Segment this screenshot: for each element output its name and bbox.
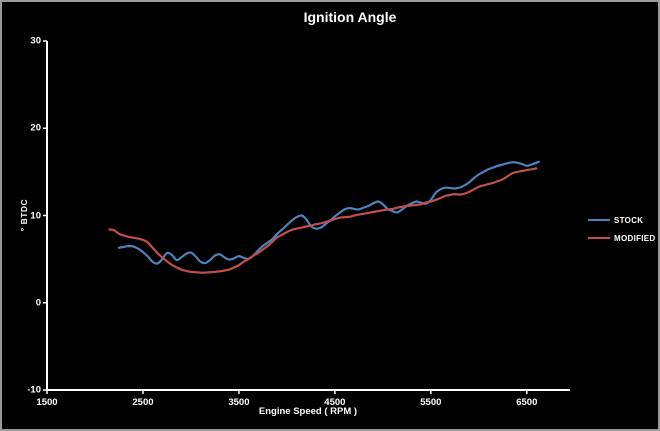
legend-item-modified: MODIFIED: [588, 229, 656, 247]
x-axis-title: Engine Speed ( RPM ): [258, 406, 358, 417]
x-tick-label: 4500: [324, 397, 346, 408]
y-tick-label: 10: [30, 210, 41, 221]
y-tick-label: -10: [27, 384, 41, 396]
x-tick-label: 1500: [36, 397, 58, 408]
y-tick-label: 20: [30, 122, 41, 134]
x-tick-label: 3500: [228, 397, 250, 408]
y-axis-title: ° BTDC: [19, 198, 30, 232]
y-tick-label: 30: [30, 35, 41, 47]
series-line-stock: [117, 160, 540, 265]
series-line-modified: [108, 167, 538, 274]
stock-line-swatch: [588, 219, 610, 221]
y-tick-label: 0: [35, 297, 41, 309]
modified-line-swatch: [588, 237, 610, 239]
x-tick-label: 6500: [516, 397, 538, 408]
legend-label-modified: MODIFIED: [614, 233, 656, 243]
legend-item-stock: STOCK: [588, 211, 656, 229]
legend-label-stock: STOCK: [614, 215, 644, 225]
x-tick-label: 2500: [132, 397, 154, 408]
legend: STOCK MODIFIED: [588, 211, 656, 247]
x-tick-label: 5500: [420, 397, 442, 408]
chart-title: Ignition Angle: [303, 9, 397, 25]
